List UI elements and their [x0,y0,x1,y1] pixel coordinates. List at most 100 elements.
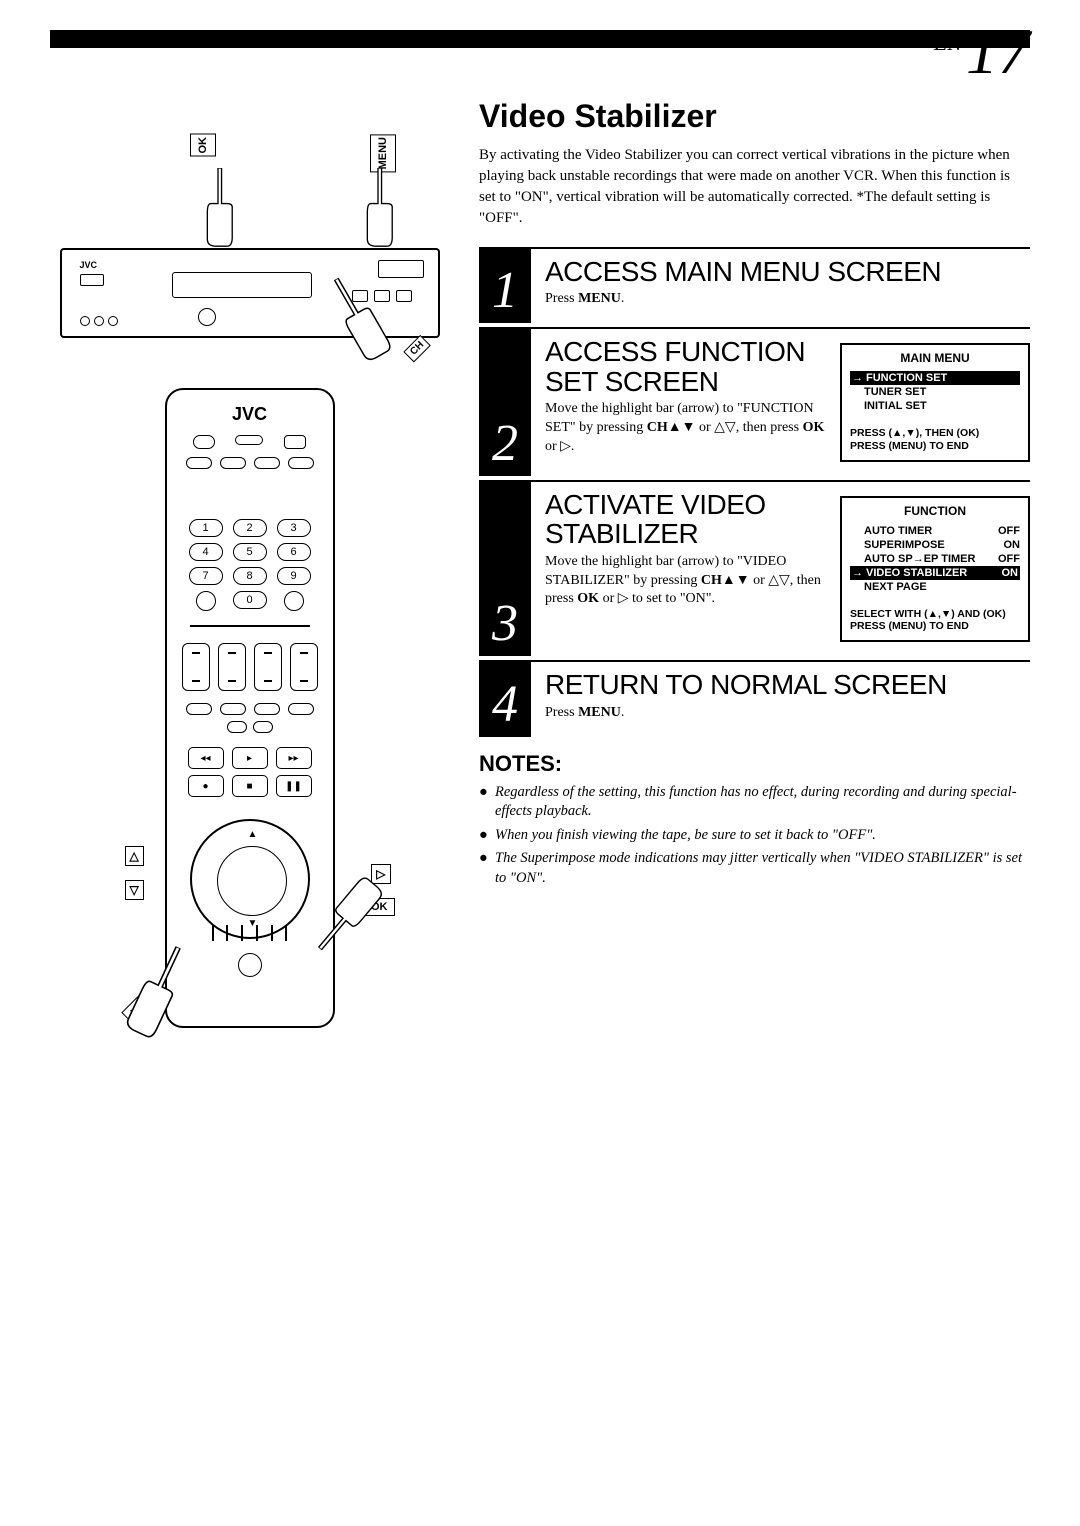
osd-item-arrow: → [852,372,866,384]
numpad-button [284,591,304,611]
numpad-button: 3 [277,519,311,537]
step-description: Press MENU. [545,704,1030,723]
hand-icon [200,168,236,248]
step-row: 4RETURN TO NORMAL SCREENPress MENU. [479,660,1030,736]
callout-ch: CH [403,335,431,363]
remote-row [167,703,333,715]
step-row: 3 ACTIVATE VIDEO STABILIZERMove the highl… [479,480,1030,657]
osd-item-label: TUNER SET [864,386,1020,398]
osd-footer: PRESS (MENU) TO END [850,620,1020,632]
step-number-column: 2 [479,327,531,476]
rocker-button [182,643,210,691]
osd-screen: MAIN MENU→FUNCTION SETTUNER SETINITIAL S… [840,343,1030,462]
vcr-logo: JVC [80,260,98,270]
osd-item-label: INITIAL SET [864,400,1020,412]
step-body: ACCESS MAIN MENU SCREEN Press MENU. [531,247,1030,323]
callout-down-icon: ▽ [125,880,144,900]
numpad-button: 7 [189,567,223,585]
osd-title: MAIN MENU [850,351,1020,365]
numpad-button [196,591,216,611]
rocker-button [218,643,246,691]
remote-numpad: 1234567890 [167,519,333,611]
osd-item-label: NEXT PAGE [864,581,1020,593]
osd-footer: PRESS (▲,▼), THEN (OK) [850,427,1020,440]
step-text: ACTIVATE VIDEO STABILIZERMove the highli… [545,490,826,643]
osd-item-label: FUNCTION SET [866,372,1018,384]
vcr-cassette-slot [172,272,312,298]
vcr-display [80,274,104,286]
rec-button: ● [188,775,224,797]
page-number: EN 17 [50,30,1030,78]
step-text: ACCESS FUNCTION SET SCREENMove the highl… [545,337,826,462]
osd-item-value: OFF [998,525,1020,537]
play-button: ▸ [232,747,268,769]
osd-item: TUNER SET [850,385,1020,399]
osd-item-arrow [850,525,864,537]
step-title: ACCESS FUNCTION SET SCREEN [545,337,826,396]
vcr-jacks [80,316,118,326]
osd-item-label: SUPERIMPOSE [864,539,1004,551]
vcr-illustration: OK MENU JVC CH [60,138,440,338]
remote-bottom-button [238,953,262,977]
remote-row [167,721,333,733]
step-text: ACCESS MAIN MENU SCREEN Press MENU. [545,257,1030,309]
step-body: ACTIVATE VIDEO STABILIZERMove the highli… [531,480,1030,657]
osd-item: INITIAL SET [850,399,1020,413]
osd-item-value: OFF [998,553,1020,565]
note-item: Regardless of the setting, this function… [479,783,1030,822]
vcr-control-flap [378,260,424,278]
step-description: Press MENU. [545,290,1030,309]
osd-item: AUTO TIMEROFF [850,524,1020,538]
osd-item-arrow [850,386,864,398]
page-num: 17 [966,16,1030,87]
rocker-button [254,643,282,691]
osd-item: SUPERIMPOSEON [850,538,1020,552]
callout-ok: OK [190,134,216,157]
remote-transport-row: ● ■ ❚❚ [167,775,333,797]
remote-illustration: JVC 1234567890 [135,388,365,1068]
step-description: Move the highlight bar (arrow) to "VIDEO… [545,553,826,610]
numpad-button: 5 [233,543,267,561]
remote-top-row [167,435,333,449]
notes-title: NOTES: [479,751,1030,777]
step-description: Move the highlight bar (arrow) to "FUNCT… [545,400,826,457]
stop-button: ■ [232,775,268,797]
remote-rocker-row [167,643,333,691]
numpad-button: 9 [277,567,311,585]
osd-item: →FUNCTION SET [850,371,1020,385]
step-number-column: 3 [479,480,531,657]
jog-wheel: ▲ ▼ [190,819,310,939]
remote-logo: JVC [167,404,333,425]
notes-list: Regardless of the setting, this function… [479,783,1030,889]
osd-item: NEXT PAGE [850,580,1020,594]
step-title: ACCESS MAIN MENU SCREEN [545,257,1030,286]
step-text: RETURN TO NORMAL SCREEN Press MENU. [545,670,1030,722]
rewind-button: ◂◂ [188,747,224,769]
osd-item-arrow [850,539,864,551]
osd-item-arrow: → [852,567,866,579]
step-row: 1ACCESS MAIN MENU SCREENPress MENU. [479,247,1030,323]
step-number: 3 [492,598,518,650]
illustration-column: OK MENU JVC CH [50,98,449,1068]
note-item: The Superimpose mode indications may jit… [479,849,1030,888]
step-body: ACCESS FUNCTION SET SCREENMove the highl… [531,327,1030,476]
numpad-button: 2 [233,519,267,537]
osd-item-label: AUTO TIMER [864,525,998,537]
osd-item-arrow [850,400,864,412]
osd-item-label: VIDEO STABILIZER [866,567,1002,579]
step-title: RETURN TO NORMAL SCREEN [545,670,1030,699]
numpad-button: 4 [189,543,223,561]
rocker-button [290,643,318,691]
osd-item-value: ON [1002,567,1019,579]
section-title: Video Stabilizer [479,98,1030,135]
osd-item-label: AUTO SP→EP TIMER [864,553,998,565]
step-number: 2 [492,418,518,470]
remote-transport-row: ◂◂ ▸ ▸▸ [167,747,333,769]
osd-item: AUTO SP→EP TIMEROFF [850,552,1020,566]
numpad-button: 6 [277,543,311,561]
pause-button: ❚❚ [276,775,312,797]
osd-item-arrow [850,553,864,565]
callout-menu: MENU [370,134,396,172]
osd-item-arrow [850,581,864,593]
content-column: Video Stabilizer By activating the Video… [479,98,1030,1068]
